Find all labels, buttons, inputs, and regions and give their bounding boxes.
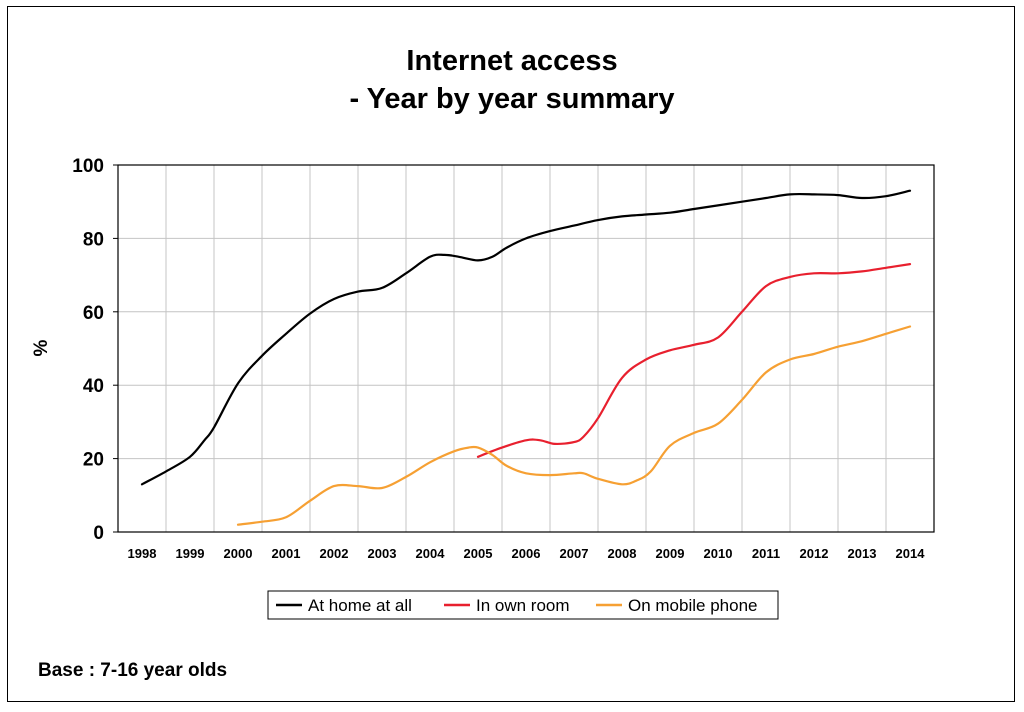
x-tick-label: 2004 [416, 546, 446, 561]
y-tick-label: 100 [72, 156, 104, 177]
x-tick-label: 2000 [224, 546, 253, 561]
x-tick-label: 2014 [896, 546, 926, 561]
chart-frame [7, 6, 1015, 702]
y-tick-label: 40 [83, 376, 104, 397]
base-footnote: Base : 7-16 year olds [38, 660, 228, 681]
x-tick-label: 2011 [752, 546, 780, 561]
y-tick-label: 60 [83, 303, 104, 324]
series-line-0 [140, 189, 912, 486]
x-tick-label: 2005 [464, 546, 493, 561]
legend-label-2: On mobile phone [628, 596, 757, 615]
x-tick-label: 1998 [128, 546, 157, 561]
x-tick-label: 2009 [656, 546, 685, 561]
legend-box [267, 590, 779, 620]
series-line-2 [236, 325, 912, 526]
x-tick-label: 2010 [704, 546, 733, 561]
series-line-1 [476, 263, 912, 458]
x-tick-label: 1999 [176, 546, 205, 561]
x-tick-label: 2008 [608, 546, 637, 561]
chart-title-line-1: Internet access [406, 45, 618, 77]
y-axis-label: % [31, 339, 52, 356]
x-tick-label: 2002 [320, 546, 349, 561]
legend-label-1: In own room [476, 596, 570, 615]
x-tick-label: 2006 [512, 546, 541, 561]
x-tick-label: 2001 [272, 546, 301, 561]
y-tick-label: 0 [93, 523, 104, 544]
chart-title-line-2: - Year by year summary [349, 83, 675, 115]
x-tick-label: 2013 [848, 546, 877, 561]
y-tick-label: 80 [83, 229, 104, 250]
legend-label-0: At home at all [308, 596, 412, 615]
x-tick-label: 2003 [368, 546, 397, 561]
x-tick-label: 2007 [560, 546, 589, 561]
x-tick-label: 2012 [800, 546, 829, 561]
plot-area-border [117, 164, 935, 533]
chart-title: Internet access - Year by year summary [0, 42, 1024, 118]
y-tick-label: 20 [83, 450, 104, 471]
